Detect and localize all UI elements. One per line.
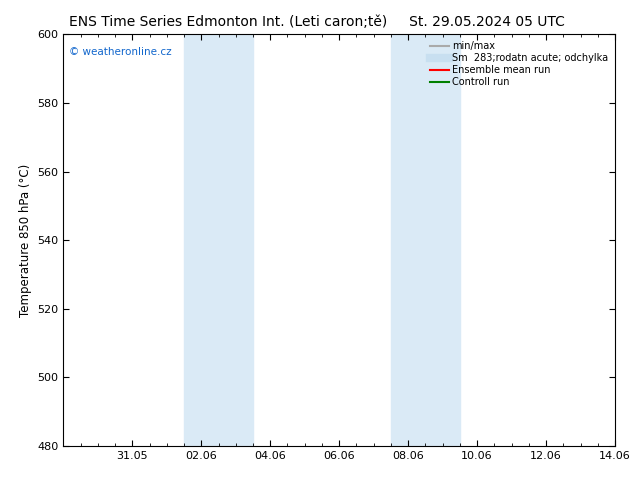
Y-axis label: Temperature 850 hPa (°C): Temperature 850 hPa (°C) — [19, 164, 32, 317]
Text: ENS Time Series Edmonton Int. (Leti caron;tě)     St. 29.05.2024 05 UTC: ENS Time Series Edmonton Int. (Leti caro… — [69, 15, 565, 29]
Legend: min/max, Sm  283;rodatn acute; odchylka, Ensemble mean run, Controll run: min/max, Sm 283;rodatn acute; odchylka, … — [428, 39, 610, 89]
Bar — [391, 34, 460, 446]
Text: © weatheronline.cz: © weatheronline.cz — [69, 47, 172, 57]
Bar — [184, 34, 253, 446]
